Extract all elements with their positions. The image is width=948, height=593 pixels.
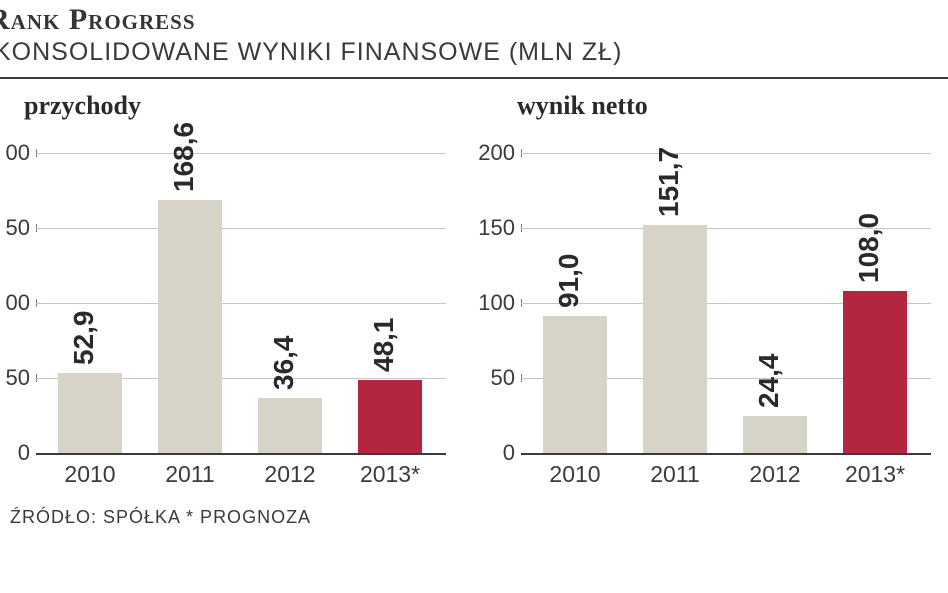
bar-value-label: 36,4	[268, 335, 300, 390]
chart-title: wynik netto	[517, 91, 938, 121]
bar: 24,4	[743, 416, 807, 453]
y-tick-label: 150	[478, 215, 515, 241]
y-tick-label: 100	[478, 290, 515, 316]
chart-przychody: przychody 05000500052,9168,636,448,12010…	[0, 91, 453, 453]
y-axis: 050005000	[0, 153, 30, 453]
y-tick-label: 00	[6, 140, 30, 166]
y-tick-label: 0	[18, 440, 30, 466]
y-tick-label: 0	[503, 440, 515, 466]
page: Rank Progress KONSOLIDOWANE WYNIKI FINAN…	[0, 0, 948, 593]
bar: 91,0	[543, 316, 607, 453]
x-tick-label: 2012	[240, 461, 340, 488]
charts-row: przychody 05000500052,9168,636,448,12010…	[0, 91, 948, 453]
y-tick-label: 50	[491, 365, 515, 391]
page-subtitle: KONSOLIDOWANE WYNIKI FINANSOWE (MLN ZŁ)	[0, 38, 948, 67]
bar-value-label: 48,1	[368, 318, 400, 373]
x-tick-label: 2010	[525, 461, 625, 488]
y-tick-label: 50	[6, 215, 30, 241]
chart-wynik-netto: wynik netto 05010015020091,0151,724,4108…	[483, 91, 938, 453]
bars: 91,0 151,7 24,4 108,0	[521, 153, 931, 453]
bar: 52,9	[58, 373, 122, 452]
bar-value-label: 151,7	[653, 147, 685, 217]
chart-plot: 05010015020091,0151,724,4108,02010201120…	[491, 153, 931, 453]
bar-slot: 168,6	[140, 153, 240, 453]
bar-slot: 24,4	[725, 153, 825, 453]
divider-top	[0, 77, 948, 79]
y-tick-label: 200	[478, 140, 515, 166]
bar-value-label: 168,6	[168, 122, 200, 192]
bar-value-label: 52,9	[68, 311, 100, 366]
bar: 36,4	[258, 398, 322, 453]
x-tick-label: 2013*	[825, 461, 925, 488]
bar-value-label: 24,4	[753, 353, 785, 408]
bar-slot: 108,0	[825, 153, 925, 453]
bar: 168,6	[158, 200, 222, 453]
chart-title: przychody	[24, 91, 453, 121]
y-axis: 050100150200	[475, 153, 515, 453]
bars: 52,9 168,6 36,4 48,1	[36, 153, 446, 453]
bar-value-label: 91,0	[553, 254, 585, 309]
bar-slot: 52,9	[40, 153, 140, 453]
source-footer: ŹRÓDŁO: SPÓŁKA * PROGNOZA	[10, 507, 948, 528]
bar: 108,0	[843, 291, 907, 453]
x-tick-label: 2010	[40, 461, 140, 488]
bar-slot: 91,0	[525, 153, 625, 453]
bar-slot: 151,7	[625, 153, 725, 453]
y-tick-label: 00	[6, 290, 30, 316]
page-title: Rank Progress	[0, 4, 948, 36]
bar: 48,1	[358, 380, 422, 452]
x-tick-label: 2011	[625, 461, 725, 488]
bar-slot: 48,1	[340, 153, 440, 453]
bar: 151,7	[643, 225, 707, 453]
x-tick-label: 2012	[725, 461, 825, 488]
x-tick-label: 2011	[140, 461, 240, 488]
x-axis-labels: 2010201120122013*	[521, 453, 931, 491]
bar-slot: 36,4	[240, 153, 340, 453]
bar-value-label: 108,0	[853, 212, 885, 282]
y-tick-label: 50	[6, 365, 30, 391]
x-axis-labels: 2010201120122013*	[36, 453, 446, 491]
x-tick-label: 2013*	[340, 461, 440, 488]
chart-plot: 05000500052,9168,636,448,120102011201220…	[6, 153, 446, 453]
